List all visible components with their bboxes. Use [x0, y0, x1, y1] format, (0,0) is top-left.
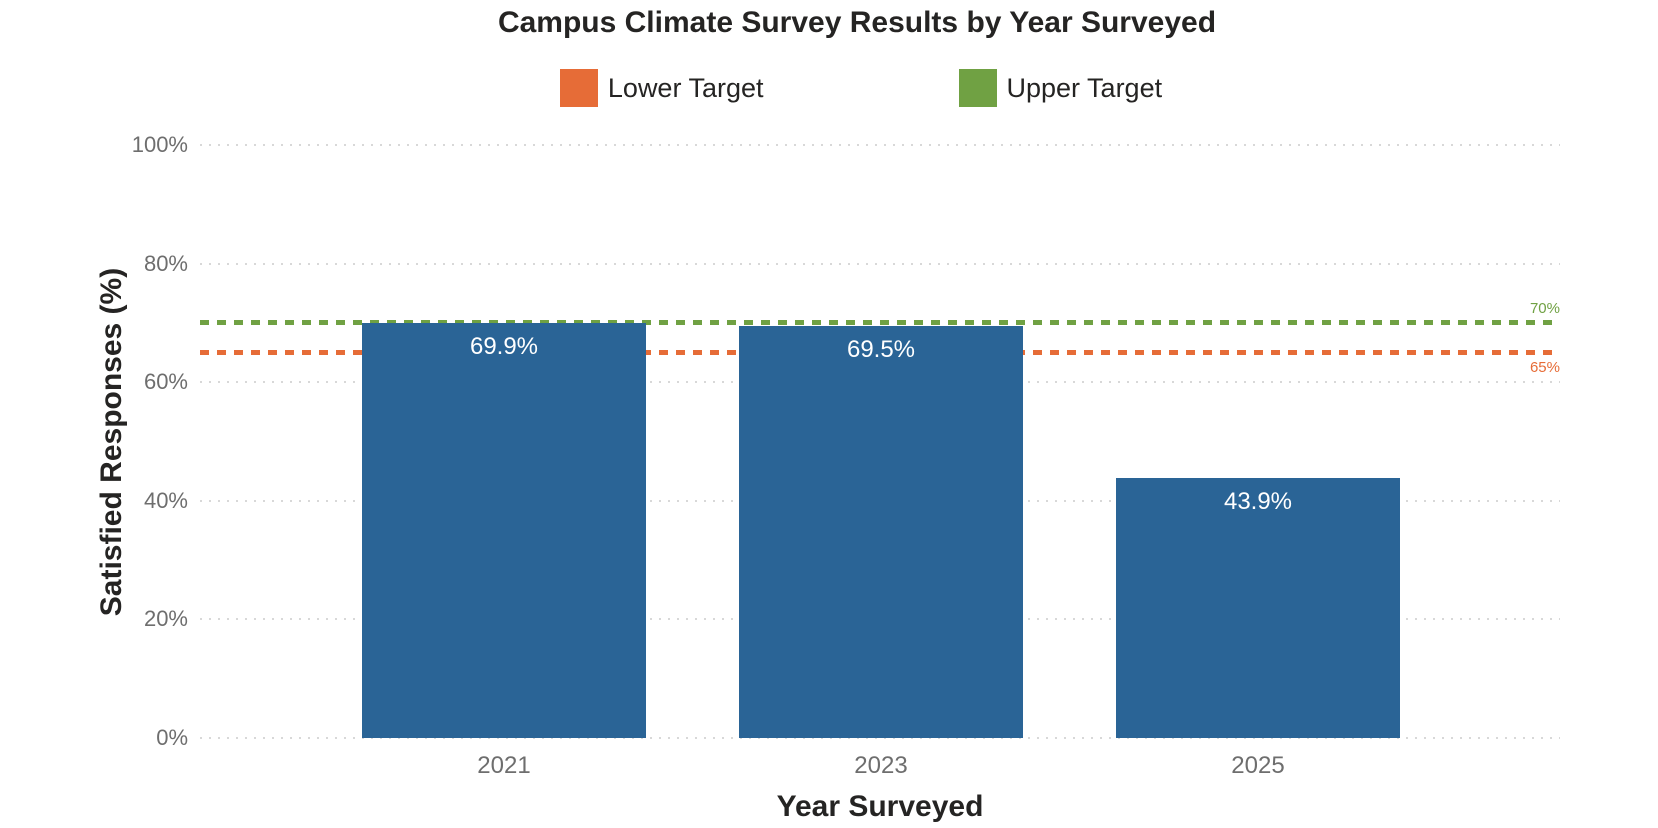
bar-2023[interactable]: 69.5% — [739, 325, 1023, 738]
y-tick-label-60: 60% — [143, 369, 188, 395]
reference-line-upper-target — [200, 320, 1560, 326]
gridline-80 — [200, 262, 1560, 265]
legend-item-lower-target[interactable]: Lower Target — [559, 69, 764, 107]
legend-swatch-upper-target — [958, 69, 997, 107]
bar-value-label-2021: 69.9% — [469, 333, 539, 361]
bar-2025[interactable]: 43.9% — [1116, 477, 1400, 738]
legend: Lower Target Upper Target — [0, 67, 1658, 109]
y-tick-label-100: 100% — [131, 132, 188, 157]
x-tick-label-2021: 2021 — [477, 752, 531, 779]
gridline-0 — [200, 737, 1560, 739]
legend-swatch-lower-target — [559, 69, 598, 107]
y-tick-label-80: 80% — [143, 250, 188, 276]
x-tick-label-2025: 2025 — [1231, 752, 1285, 779]
x-tick-label-2023: 2023 — [854, 752, 908, 779]
reference-line-label-lower-target: 65% — [1529, 358, 1560, 376]
gridline-100 — [200, 144, 1560, 146]
plot-area: 0% 20% 40% 60% 80% 100% 70% 65% 69.9% 2021 69.5% 20… — [132, 132, 1560, 823]
reference-line-label-upper-target: 70% — [1529, 299, 1560, 317]
y-tick-label-0: 0% — [156, 725, 188, 750]
bar-value-label-2025: 43.9% — [1223, 487, 1293, 515]
legend-item-upper-target[interactable]: Upper Target — [958, 69, 1163, 107]
legend-label-upper-target: Upper Target — [1006, 73, 1163, 103]
bar-2021[interactable]: 69.9% — [362, 323, 646, 738]
chart-title: Campus Climate Survey Results by Year Su… — [497, 6, 1217, 39]
bar-value-label-2023: 69.5% — [846, 335, 916, 363]
y-tick-label-20: 20% — [143, 606, 188, 632]
legend-label-lower-target: Lower Target — [607, 73, 764, 103]
x-axis-title: Year Surveyed — [776, 790, 984, 823]
y-tick-label-40: 40% — [143, 487, 188, 513]
y-axis-title: Satisfied Responses (%) — [95, 267, 128, 617]
